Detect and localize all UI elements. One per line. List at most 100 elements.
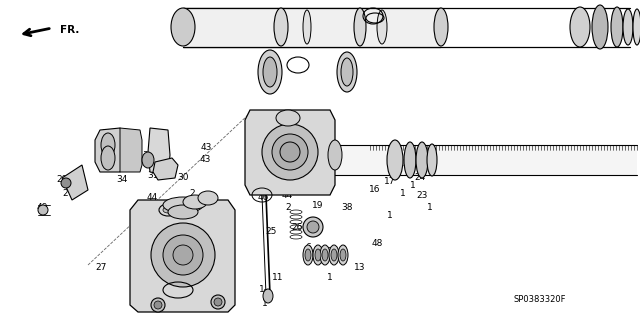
Circle shape xyxy=(151,223,215,287)
Circle shape xyxy=(173,245,193,265)
Text: 2: 2 xyxy=(62,189,68,197)
Circle shape xyxy=(61,178,71,188)
Text: 33: 33 xyxy=(101,164,113,173)
Circle shape xyxy=(38,205,48,215)
Ellipse shape xyxy=(377,10,387,44)
Ellipse shape xyxy=(315,249,321,261)
Ellipse shape xyxy=(303,10,311,44)
Ellipse shape xyxy=(313,245,323,265)
Text: 24: 24 xyxy=(414,174,426,182)
Polygon shape xyxy=(62,165,88,200)
Text: 31: 31 xyxy=(147,170,159,180)
Text: 1: 1 xyxy=(427,203,433,211)
Circle shape xyxy=(151,298,165,312)
Text: 1: 1 xyxy=(208,263,214,272)
Text: 49: 49 xyxy=(36,203,48,211)
Text: 44: 44 xyxy=(282,191,292,201)
Circle shape xyxy=(211,295,225,309)
Ellipse shape xyxy=(592,5,608,49)
Text: 25: 25 xyxy=(266,227,276,236)
Text: 16: 16 xyxy=(369,186,381,195)
Text: 40: 40 xyxy=(186,242,198,251)
Ellipse shape xyxy=(427,144,437,176)
Text: 14: 14 xyxy=(170,254,180,263)
Text: 1: 1 xyxy=(282,149,288,158)
Ellipse shape xyxy=(198,191,218,205)
Ellipse shape xyxy=(611,7,623,47)
Text: 38: 38 xyxy=(341,203,353,211)
Text: 1: 1 xyxy=(387,211,393,220)
Text: 46: 46 xyxy=(257,192,269,202)
Circle shape xyxy=(307,221,319,233)
Text: 1: 1 xyxy=(317,166,323,174)
Text: 42: 42 xyxy=(149,160,161,169)
Ellipse shape xyxy=(303,245,313,265)
Text: SP0383320F: SP0383320F xyxy=(514,295,566,305)
Text: 48: 48 xyxy=(371,239,383,248)
Text: 3: 3 xyxy=(326,247,332,256)
Text: 6: 6 xyxy=(305,243,311,253)
Text: 45: 45 xyxy=(212,242,224,251)
Ellipse shape xyxy=(305,249,311,261)
Ellipse shape xyxy=(263,57,277,87)
Text: 19: 19 xyxy=(312,202,324,211)
Text: 18: 18 xyxy=(204,192,215,202)
Text: 2: 2 xyxy=(189,189,195,197)
Text: 9: 9 xyxy=(340,246,346,255)
Polygon shape xyxy=(245,110,335,195)
Ellipse shape xyxy=(570,7,590,47)
Text: 21: 21 xyxy=(403,159,413,167)
Text: 2: 2 xyxy=(284,168,290,177)
Ellipse shape xyxy=(623,9,633,45)
Ellipse shape xyxy=(142,152,154,168)
Polygon shape xyxy=(120,128,142,172)
Text: 17: 17 xyxy=(384,177,396,187)
Text: 30: 30 xyxy=(177,174,189,182)
Bar xyxy=(183,8,440,47)
Text: 28: 28 xyxy=(305,152,317,160)
Circle shape xyxy=(303,217,323,237)
Circle shape xyxy=(163,235,203,275)
Circle shape xyxy=(214,298,222,306)
Text: 11: 11 xyxy=(272,272,284,281)
Ellipse shape xyxy=(633,9,640,45)
Text: 2: 2 xyxy=(282,138,288,147)
Text: 10: 10 xyxy=(307,220,319,229)
Ellipse shape xyxy=(183,195,207,209)
Text: 8: 8 xyxy=(262,288,268,298)
Ellipse shape xyxy=(416,142,428,178)
Text: 2: 2 xyxy=(285,204,291,212)
Ellipse shape xyxy=(338,245,348,265)
Ellipse shape xyxy=(404,142,416,178)
Ellipse shape xyxy=(258,50,282,94)
Text: 26: 26 xyxy=(291,222,303,232)
Text: 1: 1 xyxy=(323,256,329,264)
Ellipse shape xyxy=(387,140,403,180)
Ellipse shape xyxy=(163,197,203,213)
Ellipse shape xyxy=(276,110,300,126)
Ellipse shape xyxy=(340,249,346,261)
Text: 35: 35 xyxy=(127,153,139,162)
Ellipse shape xyxy=(341,58,353,86)
Text: 33: 33 xyxy=(101,145,113,154)
Text: 44: 44 xyxy=(147,194,157,203)
Text: 4: 4 xyxy=(315,249,321,257)
Ellipse shape xyxy=(101,146,115,170)
Ellipse shape xyxy=(331,249,337,261)
Circle shape xyxy=(262,124,318,180)
Text: 32: 32 xyxy=(269,159,281,167)
Ellipse shape xyxy=(320,245,330,265)
Text: 39: 39 xyxy=(177,212,189,221)
Text: 27: 27 xyxy=(95,263,107,271)
Ellipse shape xyxy=(434,8,448,46)
Circle shape xyxy=(154,301,162,309)
Text: 43: 43 xyxy=(200,143,212,152)
Text: 42: 42 xyxy=(154,147,166,157)
Text: 1: 1 xyxy=(327,273,333,283)
Text: 18: 18 xyxy=(189,198,201,207)
Text: 1: 1 xyxy=(215,294,221,303)
Text: 2: 2 xyxy=(300,145,306,154)
Text: 1: 1 xyxy=(259,286,265,294)
Text: 1: 1 xyxy=(300,155,306,165)
Text: 1: 1 xyxy=(262,300,268,308)
